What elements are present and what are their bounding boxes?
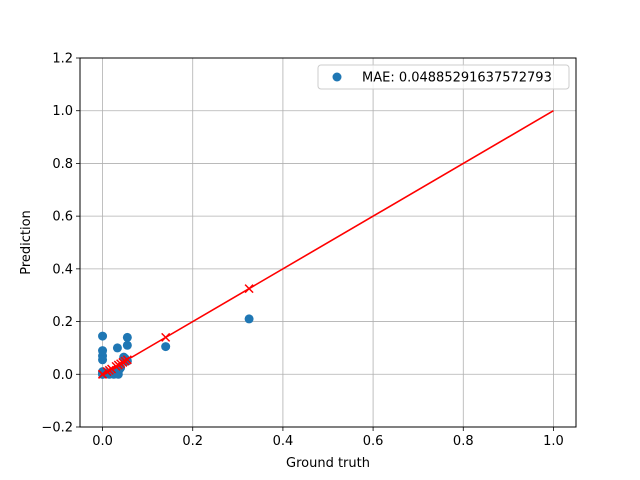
y-axis-label: Prediction (19, 210, 34, 275)
x-marker (98, 369, 108, 379)
x-tick-label: 0.4 (273, 434, 294, 449)
legend-entry-label: MAE: 0.04885291637572793 (362, 71, 552, 86)
y-tick-label: 0.4 (52, 262, 73, 277)
y-tick-label: 1.2 (52, 52, 73, 67)
scatter-point (161, 342, 171, 352)
x-marker (244, 284, 254, 294)
x-axis-label: Ground truth (286, 456, 370, 471)
scatter-point (244, 314, 254, 324)
y-tick-label: 1.0 (52, 104, 73, 119)
x-marker (122, 355, 132, 365)
scatter-point (122, 356, 132, 366)
plot-area-frame (79, 57, 577, 428)
x-tick-label: 0.2 (182, 434, 203, 449)
x-marker (161, 332, 171, 342)
x-tick-label: 0.6 (363, 434, 384, 449)
x-tick-label: 1.0 (543, 434, 564, 449)
identity-reference-line (102, 110, 554, 375)
y-tick-label: 0.8 (52, 157, 73, 172)
x-marker (107, 364, 117, 374)
x-markers-layer (98, 284, 254, 379)
legend-marker (332, 72, 342, 82)
scatter-point (122, 332, 132, 342)
x-tick-label: 0.8 (453, 434, 474, 449)
scatter-point (98, 355, 108, 365)
y-axis-ticks: −0.2 0.0 0.2 0.4 0.6 0.8 1.0 1.2 (41, 52, 80, 436)
y-tick-label: 0.2 (52, 315, 73, 330)
scatter-point (112, 343, 122, 353)
reference-line-layer (102, 110, 554, 375)
y-tick-label: −0.2 (41, 421, 73, 436)
scatter-point (98, 331, 108, 341)
scatter-point (122, 340, 132, 350)
y-tick-label: 0.6 (52, 210, 73, 225)
x-tick-label: 0.0 (92, 434, 113, 449)
x-axis-ticks: 0.0 0.2 0.4 0.6 0.8 1.0 (92, 427, 564, 449)
legend-box (317, 64, 570, 90)
legend: MAE: 0.04885291637572793 (317, 64, 570, 90)
y-tick-label: 0.0 (52, 368, 73, 383)
